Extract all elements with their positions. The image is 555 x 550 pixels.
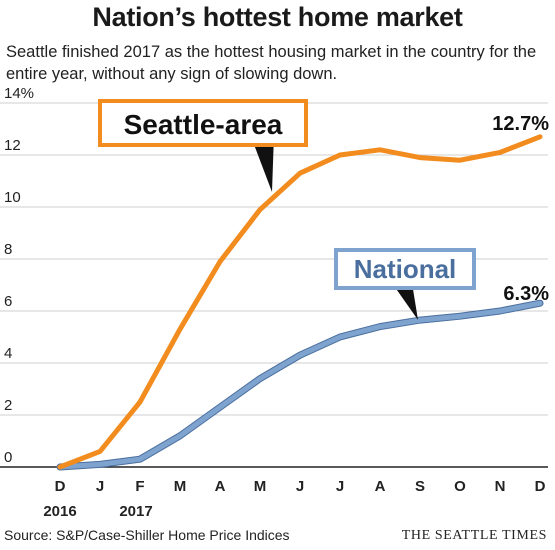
seattle-point: [339, 154, 341, 156]
national-point: [539, 302, 541, 304]
national-point: [259, 378, 261, 380]
seattle-point: [299, 172, 301, 174]
national-end-value-label: 6.3%: [503, 283, 549, 305]
seattle-point: [219, 261, 221, 263]
y-tick-label: 10: [4, 189, 21, 206]
year-label-2016: 2016: [43, 503, 76, 520]
y-tick-label: 2: [4, 397, 12, 414]
seattle-line: [57, 134, 543, 470]
chart-title: Nation’s hottest home market: [92, 2, 463, 32]
seattle-point: [379, 149, 381, 151]
x-tick-label: A: [375, 478, 386, 495]
national-callout-box: [334, 248, 476, 290]
x-tick-label: M: [174, 478, 187, 495]
seattle-point: [419, 157, 421, 159]
x-tick-label: J: [336, 478, 344, 495]
x-tick-label: D: [535, 478, 546, 495]
seattle-series-label: Seattle-area: [124, 109, 283, 140]
x-tick-label: M: [254, 478, 267, 495]
y-tick-label: 0: [4, 449, 12, 466]
national-point: [339, 336, 341, 338]
x-tick-label: F: [135, 478, 144, 495]
national-point: [99, 463, 101, 465]
year-label-2017: 2017: [119, 503, 152, 520]
seattle-end-value-label: 12.7%: [492, 113, 549, 135]
national-point: [219, 406, 221, 408]
seattle-point: [499, 151, 501, 153]
y-tick-label: 6: [4, 293, 12, 310]
national-point: [419, 319, 421, 321]
x-tick-label: D: [55, 478, 66, 495]
national-line: [57, 300, 543, 470]
source-note: Source: S&P/Case-Shiller Home Price Indi…: [4, 527, 290, 543]
national-callout-pointer: [392, 283, 418, 320]
publisher-credit: THE SEATTLE TIMES: [401, 528, 547, 543]
x-tick-label: N: [495, 478, 506, 495]
national-point: [379, 326, 381, 328]
seattle-callout-pointer: [250, 134, 274, 192]
national-series-label: National: [354, 254, 457, 284]
chart-subtitle: Seattle finished 2017 as the hottest hou…: [6, 43, 537, 83]
x-tick-label: J: [96, 478, 104, 495]
seattle-callout-box: [98, 99, 308, 147]
seattle-point: [259, 209, 261, 211]
national-line-outline: [56, 299, 544, 471]
seattle-point: [179, 328, 181, 330]
national-point: [179, 435, 181, 437]
national-point: [299, 354, 301, 356]
x-tick-label: O: [454, 478, 466, 495]
y-tick-label: 8: [4, 241, 12, 258]
seattle-point: [459, 159, 461, 161]
x-tick-label: S: [415, 478, 425, 495]
x-tick-label: J: [296, 478, 304, 495]
y-tick-label: 14%: [4, 85, 34, 102]
seattle-point: [99, 450, 101, 452]
national-point: [459, 315, 461, 317]
y-tick-label: 4: [4, 345, 12, 362]
x-tick-label: A: [215, 478, 226, 495]
seattle-point: [539, 136, 541, 138]
y-tick-label: 12: [4, 137, 21, 154]
seattle-point: [139, 401, 141, 403]
national-point: [499, 310, 501, 312]
seattle-point: [59, 466, 61, 468]
national-point: [139, 458, 141, 460]
